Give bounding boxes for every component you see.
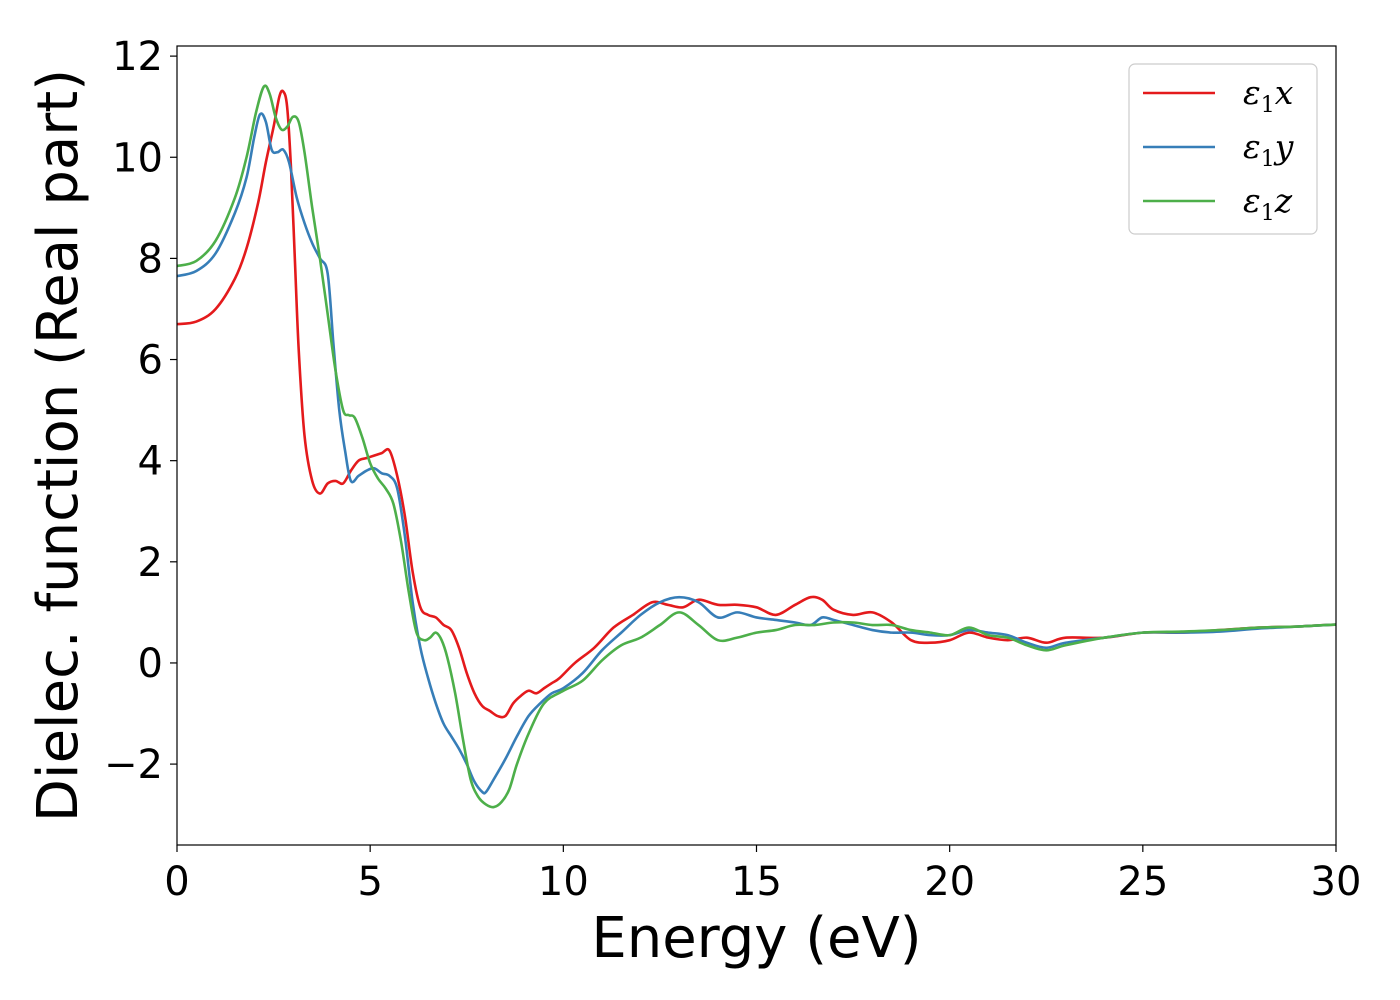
y-tick-label: 12 — [112, 34, 163, 80]
x-tick-label: 20 — [924, 859, 975, 905]
legend-variable: x — [1275, 73, 1294, 112]
y-tick-label: 10 — [112, 135, 163, 181]
legend-variable: y — [1273, 127, 1294, 166]
legend-subscript: 1 — [1261, 147, 1275, 172]
x-axis: 0 5 10 15 20 25 30 — [164, 845, 1361, 905]
y-tick-label: −2 — [104, 742, 163, 788]
legend-variable: z — [1274, 181, 1293, 220]
y-tick-label: 0 — [138, 641, 163, 687]
legend-label-z: ε1z — [1243, 181, 1293, 226]
series-layer — [177, 84, 1336, 809]
y-tick-label: 6 — [138, 338, 163, 384]
x-axis-label: Energy (eV) — [591, 906, 921, 971]
legend-symbol: ε — [1243, 127, 1261, 166]
legend-subscript: 1 — [1261, 93, 1275, 118]
x-tick-label: 15 — [731, 859, 782, 905]
legend-symbol: ε — [1243, 73, 1261, 112]
series-line-x — [177, 89, 1336, 719]
legend-label-x: ε1x — [1243, 73, 1294, 118]
legend-symbol: ε — [1243, 181, 1261, 220]
x-tick-label: 0 — [164, 859, 189, 905]
y-tick-label: 8 — [138, 236, 163, 282]
x-tick-label: 10 — [538, 859, 589, 905]
y-tick-label: 4 — [138, 439, 163, 485]
x-tick-label: 25 — [1117, 859, 1168, 905]
y-tick-label: 2 — [138, 540, 163, 586]
legend-label-y: ε1y — [1243, 127, 1294, 172]
x-tick-label: 30 — [1311, 859, 1362, 905]
y-axis: −2 0 2 4 6 8 10 12 — [104, 34, 177, 788]
y-axis-label: Dielec. function (Real part) — [26, 69, 91, 822]
legend-box — [1128, 63, 1318, 235]
legend-subscript: 1 — [1261, 201, 1275, 226]
x-tick-label: 5 — [357, 859, 382, 905]
series-line-z — [177, 84, 1336, 809]
